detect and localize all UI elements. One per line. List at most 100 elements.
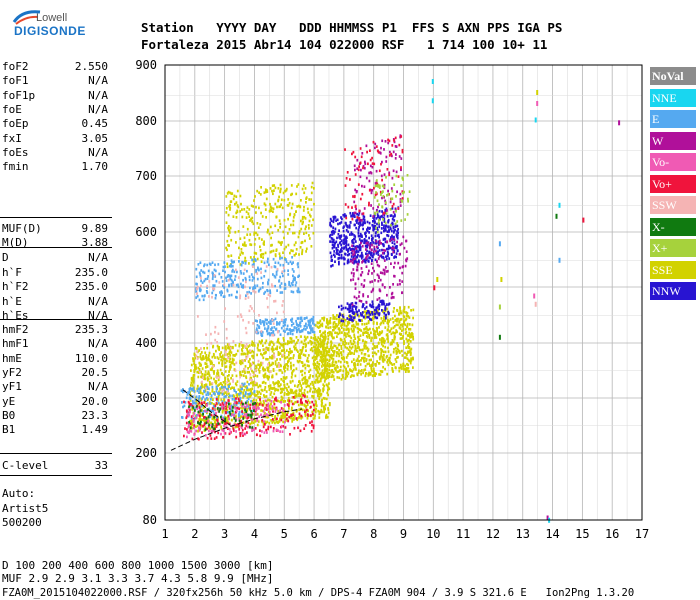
echo-point <box>315 404 318 407</box>
echo-point <box>205 418 208 422</box>
echo-point <box>222 429 225 432</box>
echo-point <box>335 247 338 250</box>
echo-point <box>298 290 301 294</box>
echo-point <box>334 227 337 231</box>
echo-point <box>228 365 231 369</box>
echo-point <box>343 321 346 325</box>
echo-point <box>244 259 246 263</box>
echo-point <box>303 191 306 195</box>
echo-point <box>373 373 376 376</box>
echo-point <box>305 231 308 235</box>
echo-point <box>405 239 408 243</box>
echo-point <box>333 244 336 248</box>
echo-point <box>290 193 292 197</box>
echo-point <box>272 330 275 333</box>
echo-point <box>240 384 243 387</box>
echo-point <box>385 201 387 204</box>
echo-point <box>363 279 366 282</box>
echo-point <box>361 357 363 360</box>
echo-point <box>351 311 354 315</box>
echo-point <box>313 366 316 369</box>
echo-point <box>407 305 410 309</box>
echo-point <box>285 318 287 321</box>
echo-point <box>190 369 192 372</box>
echo-point <box>310 342 313 346</box>
echo-point <box>354 287 357 290</box>
echo-point <box>213 437 216 440</box>
echo-point <box>214 269 217 273</box>
echo-point <box>355 255 357 259</box>
echo-point <box>244 326 247 330</box>
echo-point <box>196 384 199 388</box>
echo-point <box>228 264 231 268</box>
echo-point <box>304 217 307 220</box>
echo-point <box>292 391 295 395</box>
echo-point <box>382 243 385 247</box>
echo-point <box>272 257 275 261</box>
echo-point <box>251 403 254 406</box>
echo-point <box>202 355 204 358</box>
echo-point <box>359 175 362 179</box>
echo-point <box>258 384 261 387</box>
echo-point <box>407 363 409 367</box>
echo-point <box>388 139 391 143</box>
echo-point <box>284 414 287 418</box>
echo-point <box>192 381 195 384</box>
echo-point <box>246 386 249 390</box>
echo-point <box>279 369 282 372</box>
param-label: foE <box>2 102 22 116</box>
echo-point <box>319 323 322 327</box>
echo-point <box>216 376 218 379</box>
echo-point <box>247 421 250 425</box>
echo-point <box>263 292 265 295</box>
echo-point <box>321 322 324 326</box>
echo-point <box>246 431 248 434</box>
echo-point <box>267 402 270 406</box>
echo-point <box>276 345 279 349</box>
echo-point <box>348 321 351 325</box>
echo-point <box>378 330 381 334</box>
echo-point <box>394 346 397 350</box>
echo-point <box>333 367 336 370</box>
echo-point <box>410 309 412 312</box>
echo-point <box>234 278 236 281</box>
echo-point <box>193 412 196 415</box>
echo-point <box>192 420 195 423</box>
echo-point <box>378 169 381 173</box>
echo-point <box>261 353 264 357</box>
echo-point <box>288 328 291 331</box>
echo-point <box>408 316 411 319</box>
echo-point <box>275 270 278 274</box>
echo-point <box>270 236 272 240</box>
echo-point <box>300 403 302 406</box>
echo-point <box>283 319 286 322</box>
echo-point <box>229 430 232 434</box>
echo-point <box>221 359 224 363</box>
echo-point <box>266 190 269 193</box>
echo-point <box>283 383 286 387</box>
echo-point <box>305 385 308 389</box>
echo-point <box>298 389 301 392</box>
echo-point <box>357 355 360 358</box>
echo-point <box>367 354 370 357</box>
echo-point <box>251 349 254 353</box>
echo-point <box>266 416 269 419</box>
echo-point <box>533 293 536 299</box>
echo-point <box>378 203 380 206</box>
echo-point <box>330 219 333 222</box>
echo-point <box>332 226 335 229</box>
echo-point <box>271 408 274 411</box>
echo-point <box>399 282 401 286</box>
echo-point <box>311 356 314 360</box>
echo-point <box>365 335 368 338</box>
echo-point <box>279 391 282 395</box>
echo-point <box>377 253 380 256</box>
echo-point <box>295 410 298 413</box>
echo-point <box>244 256 247 260</box>
echo-point <box>360 373 362 376</box>
echo-point <box>342 342 344 346</box>
echo-point <box>290 223 292 227</box>
echo-point <box>275 248 278 251</box>
echo-point <box>231 374 234 377</box>
echo-point <box>248 290 251 294</box>
